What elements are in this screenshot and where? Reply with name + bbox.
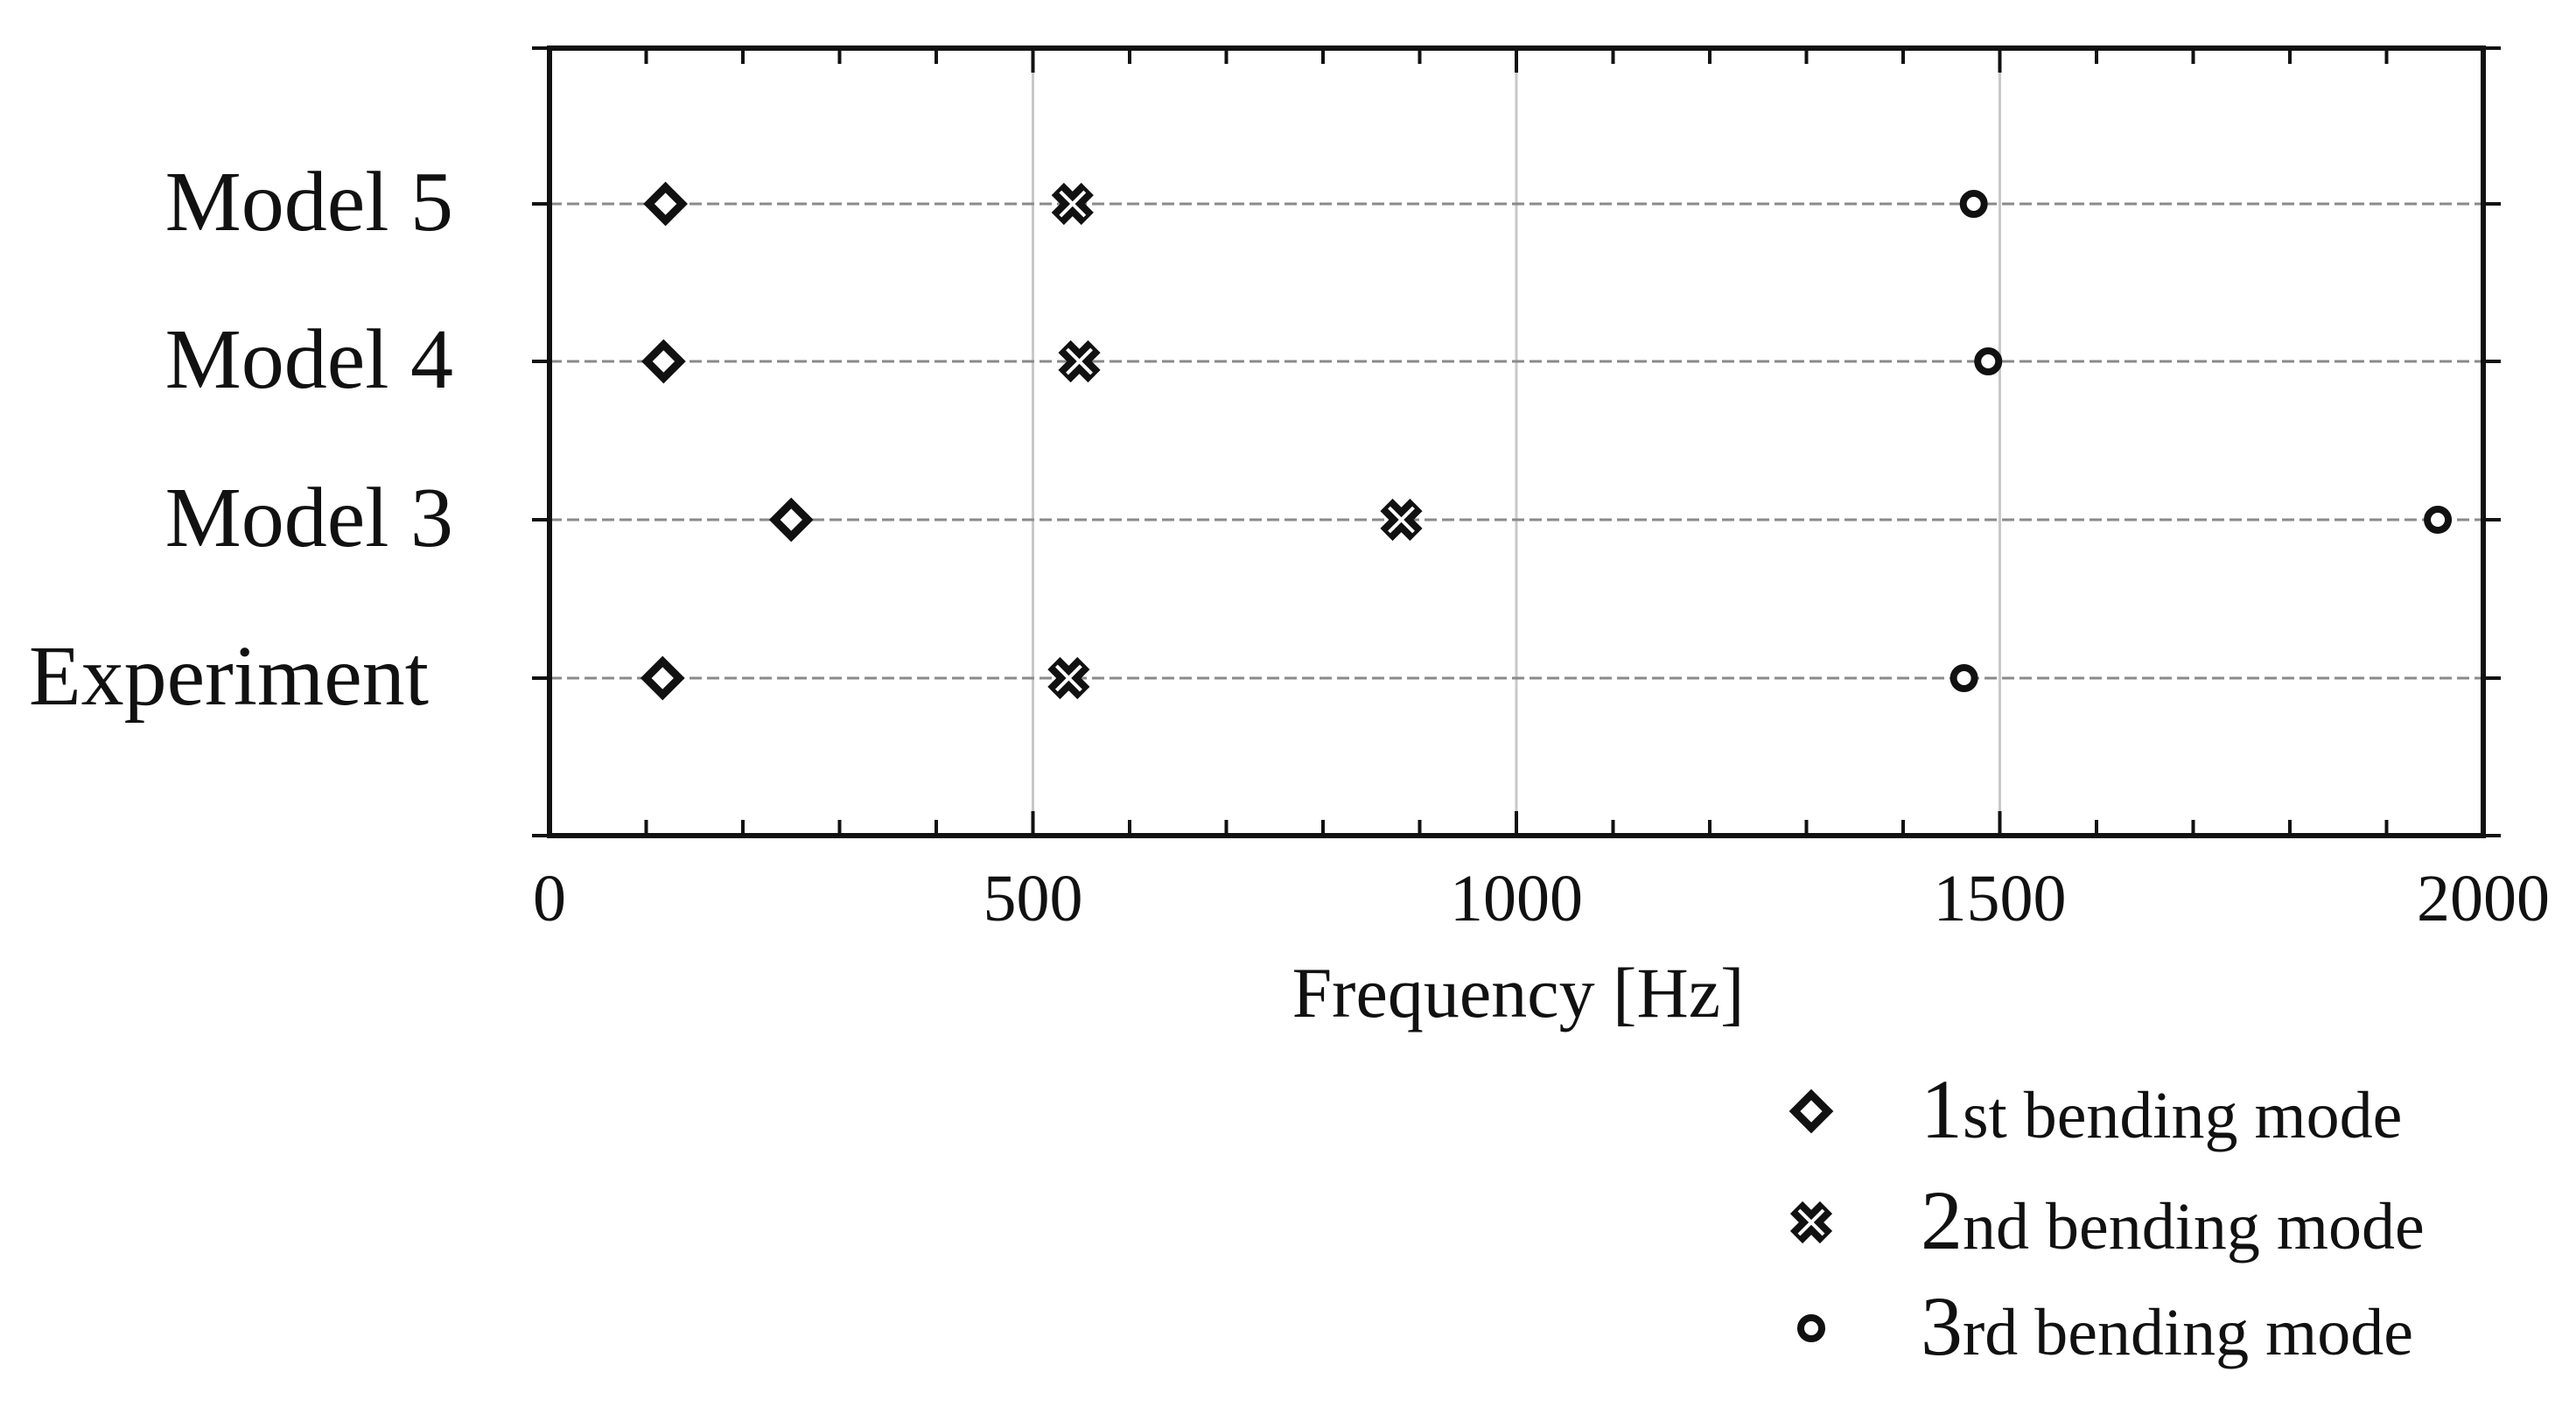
x-marker-inner bbox=[1059, 190, 1087, 218]
x-tick-label: 0 bbox=[533, 862, 566, 935]
x-marker-inner bbox=[1066, 347, 1093, 375]
legend-marker-mode-2 bbox=[1789, 1200, 1833, 1244]
x-tick-labels: 0 500 1000 1500 2000 bbox=[533, 862, 2550, 935]
x-marker-inner bbox=[1054, 664, 1082, 692]
data-point-mode-2 bbox=[1047, 656, 1090, 700]
data-point-mode-3 bbox=[1950, 664, 1978, 692]
legend-label: 3rd bending mode bbox=[1921, 1279, 2413, 1373]
category-label: Model 5 bbox=[165, 155, 453, 249]
category-lines bbox=[550, 202, 2483, 680]
x-axis-title: Frequency [Hz] bbox=[1292, 953, 1745, 1032]
data-point-mode-3 bbox=[1959, 190, 1988, 218]
x-marker-inner bbox=[1388, 506, 1415, 534]
legend: 1st bending mode 2nd bending mode 3rd bend… bbox=[1788, 1062, 2425, 1373]
x-tick-label: 1000 bbox=[1450, 862, 1583, 935]
x-marker-inner bbox=[1797, 1208, 1825, 1236]
x-tick-label: 500 bbox=[984, 862, 1083, 935]
legend-label: 2nd bending mode bbox=[1921, 1173, 2425, 1267]
data-point-mode-1 bbox=[643, 181, 688, 227]
data-point-mode-2 bbox=[1058, 340, 1101, 383]
category-label: Model 3 bbox=[165, 471, 453, 565]
data-point-mode-2 bbox=[1380, 498, 1423, 542]
data-point-mode-1 bbox=[640, 655, 685, 701]
legend-marker-mode-1 bbox=[1788, 1088, 1834, 1134]
data-markers bbox=[640, 181, 2453, 701]
data-point-mode-1 bbox=[768, 497, 814, 542]
legend-label: 1st bending mode bbox=[1921, 1062, 2402, 1156]
axis-ticks bbox=[532, 46, 2501, 837]
data-point-mode-1 bbox=[641, 339, 686, 384]
data-point-mode-3 bbox=[1974, 347, 2003, 375]
x-tick-label: 2000 bbox=[2417, 862, 2550, 935]
category-label: Model 4 bbox=[165, 312, 453, 407]
category-label: Experiment bbox=[29, 629, 429, 724]
grid bbox=[1032, 48, 2001, 836]
legend-marker-mode-3 bbox=[1797, 1314, 1825, 1342]
category-labels: Experiment Model 3 Model 4 Model 5 bbox=[29, 155, 453, 724]
data-point-mode-2 bbox=[1051, 182, 1094, 226]
data-point-mode-3 bbox=[2424, 506, 2453, 534]
x-tick-label: 1500 bbox=[1934, 862, 2067, 935]
